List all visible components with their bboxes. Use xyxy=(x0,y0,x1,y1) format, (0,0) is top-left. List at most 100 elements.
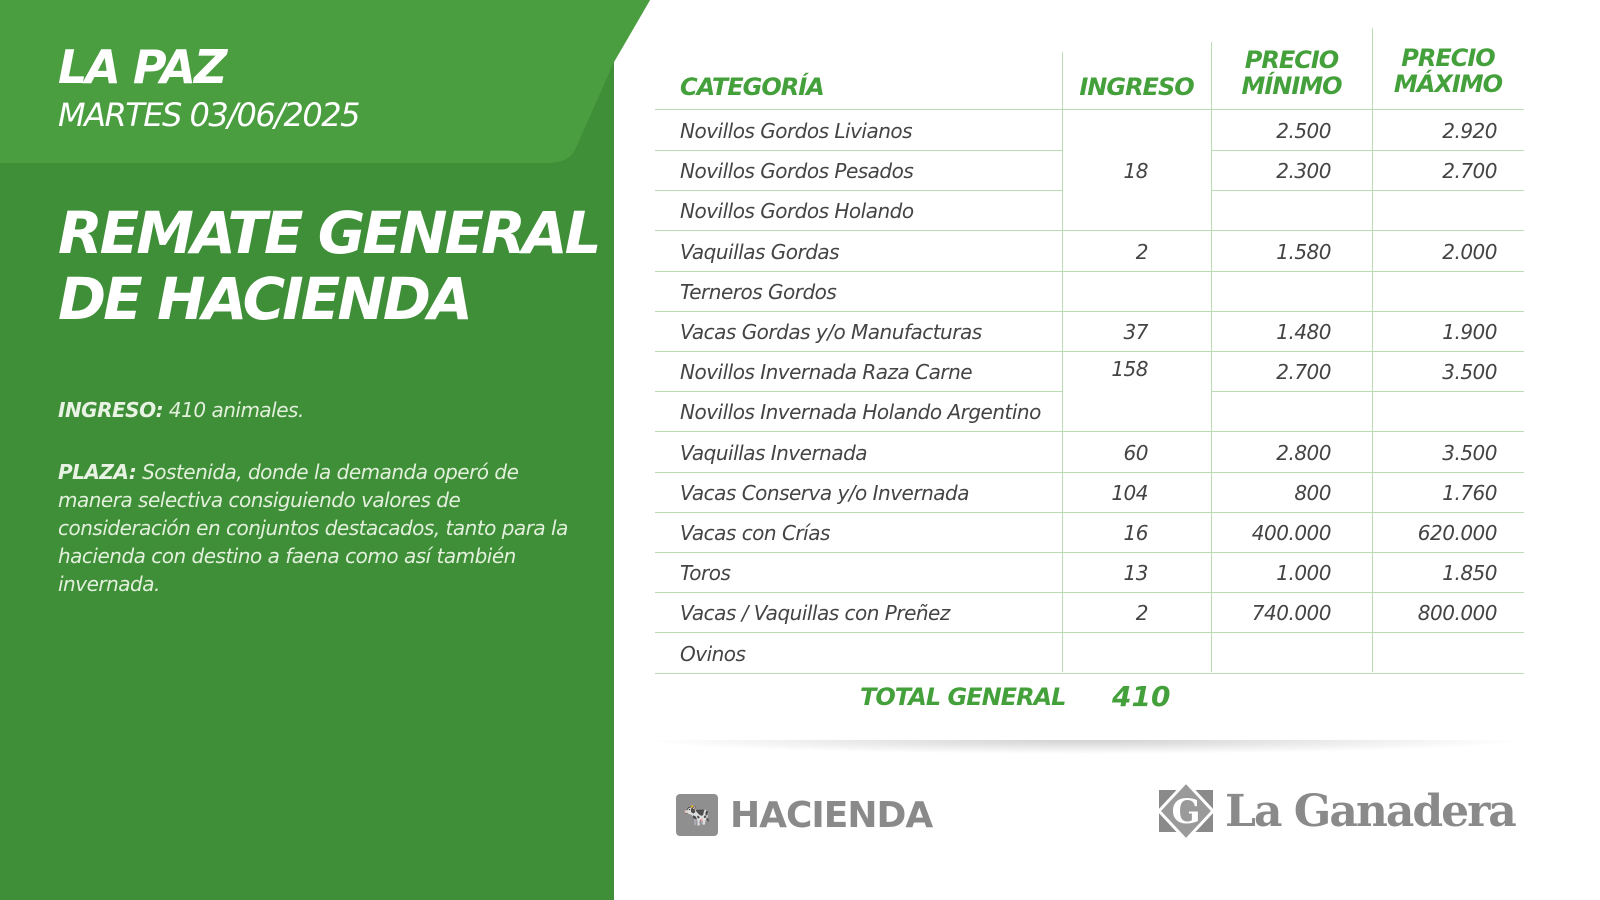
hacienda-label: HACIENDA xyxy=(730,794,933,836)
cell-cat: Novillos Gordos Pesados xyxy=(680,159,914,184)
table-row: Novillos Gordos Pesados 18 2.300 2.700 xyxy=(655,150,1524,192)
cell-cat: Novillos Invernada Holando Argentino xyxy=(680,400,1041,425)
row-divider xyxy=(655,592,1524,594)
plaza-summary: PLAZA: Sostenida, donde la demanda operó… xyxy=(58,458,588,598)
cell-max: 2.920 xyxy=(1442,119,1497,143)
cell-ing: 2 xyxy=(1135,601,1149,626)
cell-cat: Vacas Conserva y/o Invernada xyxy=(680,480,969,505)
city-title: LA PAZ xyxy=(58,40,227,94)
header-precio-maximo: PRECIO MÁXIMO xyxy=(1372,45,1524,97)
row-divider xyxy=(655,310,1524,312)
hacienda-logo: 🐄 HACIENDA xyxy=(676,794,933,836)
cell-cat: Vacas / Vaquillas con Preñez xyxy=(680,601,950,626)
la-ganadera-logo: G La Ganadera xyxy=(1155,780,1517,842)
cell-max: 1.850 xyxy=(1442,561,1497,586)
svg-text:G: G xyxy=(1171,792,1200,832)
cell-min: 2.800 xyxy=(1276,440,1331,465)
main-heading: REMATE GENERAL DE HACIENDA xyxy=(58,200,602,333)
cell-ing: 104 xyxy=(1111,480,1148,505)
table-row: Ovinos xyxy=(655,633,1524,674)
header-precio-minimo: PRECIO MÍNIMO xyxy=(1211,47,1372,99)
ingreso-summary: INGRESO: 410 animales. xyxy=(58,396,588,424)
row-divider xyxy=(1211,190,1524,192)
cell-cat: Vaquillas Invernada xyxy=(680,440,868,465)
cell-cat: Novillos Gordos Holando xyxy=(680,199,914,224)
ingreso-label: INGRESO: xyxy=(58,398,164,422)
cell-min: 1.580 xyxy=(1276,239,1331,264)
table-row: Novillos Gordos Livianos 2.500 2.920 xyxy=(655,109,1524,151)
cell-ing: 158 xyxy=(1111,357,1148,382)
table-row: Toros 13 1.000 1.850 xyxy=(655,552,1524,594)
cell-max: 1.900 xyxy=(1442,320,1497,344)
header-max-line2: MÁXIMO xyxy=(1393,70,1503,98)
cell-cat: Novillos Gordos Livianos xyxy=(680,119,913,143)
col-divider xyxy=(1062,52,1063,672)
cell-max: 1.760 xyxy=(1442,480,1497,505)
date-subtitle: MARTES 03/06/2025 xyxy=(58,96,360,134)
cell-cat: Toros xyxy=(680,561,731,586)
cell-min: 2.500 xyxy=(1276,119,1331,143)
plaza-text: Sostenida, donde la demanda operó de man… xyxy=(58,460,568,596)
header-ingreso: INGRESO xyxy=(1079,73,1194,101)
row-divider xyxy=(655,230,1524,232)
cell-min: 1.480 xyxy=(1276,320,1331,344)
cell-cat: Ovinos xyxy=(680,641,746,666)
table-row: Terneros Gordos xyxy=(655,271,1524,312)
cell-cat: Vacas con Crías xyxy=(680,521,830,545)
header-categoria: CATEGORÍA xyxy=(680,73,825,101)
row-divider xyxy=(655,672,1524,674)
header-min-line2: MÍNIMO xyxy=(1241,72,1342,100)
cell-max: 620.000 xyxy=(1417,521,1498,545)
row-divider xyxy=(655,351,1524,352)
cell-min: 2.700 xyxy=(1276,360,1331,385)
row-divider xyxy=(1211,391,1524,393)
cell-max: 800.000 xyxy=(1417,601,1498,626)
cell-ing: 37 xyxy=(1123,320,1149,344)
table-row: Vaquillas Invernada 60 2.800 3.500 xyxy=(655,432,1524,473)
cell-cat: Vaquillas Gordas xyxy=(680,239,840,264)
col-divider xyxy=(1211,42,1212,672)
cell-min: 400.000 xyxy=(1251,521,1332,545)
heading-line-2: DE HACIENDA xyxy=(58,265,473,333)
g-diamond-logo-icon: G xyxy=(1156,780,1216,842)
row-divider xyxy=(655,552,1524,553)
cell-max: 3.500 xyxy=(1442,440,1497,465)
row-divider xyxy=(655,391,1062,393)
row-divider xyxy=(1211,150,1524,151)
cell-cat: Terneros Gordos xyxy=(680,279,837,304)
cow-icon: 🐄 xyxy=(676,794,718,836)
brand-name: La Ganadera xyxy=(1225,785,1517,837)
table-row: Vacas / Vaquillas con Preñez 2 740.000 800.… xyxy=(655,592,1524,634)
header-divider xyxy=(655,109,1524,110)
cell-min: 740.000 xyxy=(1251,601,1332,626)
table-row: Vacas Conserva y/o Invernada 104 800 1.760 xyxy=(655,472,1524,513)
ingreso-text: 410 animales. xyxy=(163,398,304,422)
cell-ing: 16 xyxy=(1123,521,1149,545)
divider-shadow xyxy=(640,740,1530,754)
cell-cat: Novillos Invernada Raza Carne xyxy=(680,360,973,385)
row-divider xyxy=(655,150,1062,151)
plaza-label: PLAZA: xyxy=(58,460,137,484)
row-divider xyxy=(655,431,1524,433)
cell-max: 2.000 xyxy=(1442,239,1497,264)
cell-min: 800 xyxy=(1294,480,1331,505)
cell-max: 2.700 xyxy=(1442,159,1497,184)
cell-cat: Vacas Gordas y/o Manufacturas xyxy=(680,320,982,344)
row-divider xyxy=(655,270,1524,272)
row-divider xyxy=(655,190,1062,192)
header-max-line1: PRECIO xyxy=(1401,44,1495,72)
table-row: Novillos Gordos Holando xyxy=(655,190,1524,232)
header-min-line1: PRECIO xyxy=(1244,46,1339,74)
cell-ing: 2 xyxy=(1135,239,1149,264)
cell-ing: 13 xyxy=(1123,561,1149,586)
total-general-value: 410 xyxy=(1112,680,1171,713)
row-divider xyxy=(655,471,1524,473)
table-row: Novillos Invernada Holando Argentino xyxy=(655,391,1524,433)
table-row: Novillos Invernada Raza Carne 158 2.700 3.5… xyxy=(655,351,1524,393)
cell-ing: 18 xyxy=(1123,159,1149,184)
cell-ing: 60 xyxy=(1123,440,1149,465)
row-divider xyxy=(655,511,1524,513)
cell-min: 2.300 xyxy=(1276,159,1331,184)
cell-max: 3.500 xyxy=(1442,360,1497,385)
